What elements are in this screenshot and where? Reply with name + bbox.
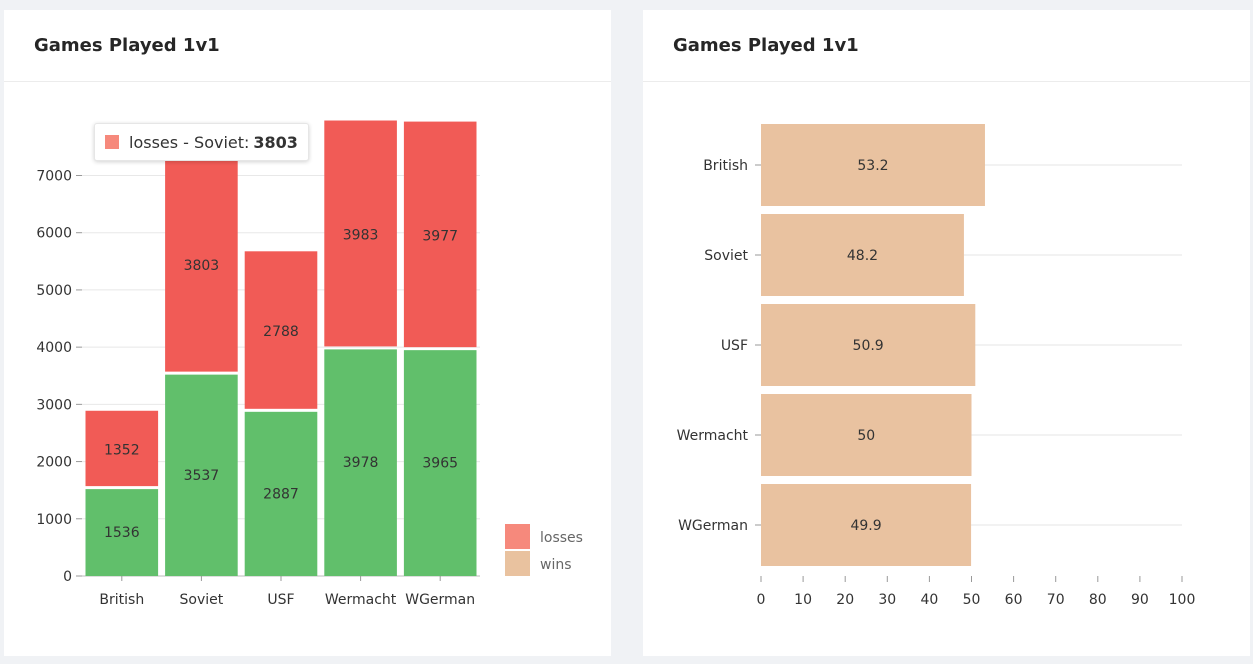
- stacked-bar-chart: 0 1000 2000 3000 4000 5000 6000 7000 1536 1352 Bri…: [36, 120, 583, 608]
- chart-tooltip: losses - Soviet: 3803: [94, 123, 309, 161]
- x-tick-label: British: [99, 592, 144, 608]
- bar-wins-wgerman: [403, 350, 477, 576]
- x-tick-label: 70: [1047, 592, 1065, 608]
- bar-losses-wgerman: [403, 121, 477, 348]
- bar-value-wins: 3965: [422, 456, 458, 472]
- bar-value-wins: 2887: [263, 486, 299, 502]
- x-tick-label: 0: [757, 592, 766, 608]
- horizontal-bar-chart: 53.2 British 48.2 Soviet 50.9 USF 50 Wermacht 49…: [677, 124, 1196, 608]
- bar-value-wins: 1536: [104, 525, 140, 541]
- legend-swatch-wins: [505, 551, 530, 576]
- bar-value-losses: 3983: [343, 227, 379, 243]
- bar-value-label: 50.9: [853, 338, 884, 354]
- x-tick-label: 40: [920, 592, 938, 608]
- right-card-title: Games Played 1v1: [673, 35, 859, 56]
- left-card-title: Games Played 1v1: [34, 35, 220, 56]
- x-tick-label: 20: [836, 592, 854, 608]
- x-tick-label: 80: [1089, 592, 1107, 608]
- bar-value-wins: 3537: [184, 468, 220, 484]
- x-tick-label: 50: [963, 592, 981, 608]
- bar-value-losses: 1352: [104, 442, 140, 458]
- y-tick-label: 7000: [36, 168, 72, 184]
- x-tick-label: 30: [878, 592, 896, 608]
- x-tick-label: WGerman: [405, 592, 475, 608]
- y-tick-label: British: [703, 158, 748, 174]
- bar-value-losses: 3977: [422, 228, 458, 244]
- x-tick-label: 90: [1131, 592, 1149, 608]
- bar-wermacht: [761, 394, 972, 476]
- tooltip-label: losses - Soviet:: [129, 132, 250, 152]
- x-tick-label: Wermacht: [325, 592, 397, 608]
- x-tick-label: USF: [267, 592, 294, 608]
- bar-value-wins: 3978: [343, 455, 379, 471]
- bar-value-losses: 3803: [184, 258, 220, 274]
- bar-wins-usf: [244, 411, 318, 576]
- bar-value-label: 53.2: [857, 158, 888, 174]
- y-tick-label: WGerman: [678, 518, 748, 534]
- y-tick-label: 5000: [36, 283, 72, 299]
- legend-label-wins: wins: [540, 557, 572, 573]
- x-tick-label: 60: [1005, 592, 1023, 608]
- y-tick-label: 6000: [36, 226, 72, 242]
- bar-value-label: 48.2: [847, 248, 878, 264]
- bar-value-losses: 2788: [263, 324, 299, 340]
- bar-value-label: 49.9: [850, 518, 881, 534]
- bar-losses-soviet: [165, 156, 238, 372]
- x-tick-label: 10: [794, 592, 812, 608]
- bar-losses-british: [85, 410, 159, 487]
- y-tick-label: Soviet: [704, 248, 748, 264]
- left-chart-card: Games Played 1v1 0 1000 2000 3000 4000 5000 60…: [4, 10, 611, 656]
- bar-losses-wermacht: [324, 120, 397, 347]
- bar-wgerman: [761, 484, 972, 566]
- legend-label-losses: losses: [540, 530, 583, 546]
- bar-value-label: 50: [857, 428, 875, 444]
- x-tick-label: 100: [1169, 592, 1196, 608]
- y-tick-label: 2000: [36, 455, 72, 471]
- y-tick-label: 4000: [36, 340, 72, 356]
- y-tick-label: Wermacht: [677, 428, 749, 444]
- right-chart-card: Games Played 1v1 53.2 British 48.2 Soviet 50…: [643, 10, 1250, 656]
- tooltip-swatch: [105, 135, 119, 149]
- bar-wins-wermacht: [324, 349, 397, 576]
- y-tick-label: 0: [63, 569, 72, 585]
- x-tick-label: Soviet: [180, 592, 224, 608]
- left-card-header: Games Played 1v1: [4, 10, 611, 82]
- tooltip-value: 3803: [253, 132, 298, 152]
- y-tick-label: 3000: [36, 397, 72, 413]
- bar-british: [761, 124, 985, 206]
- legend-swatch-losses: [505, 524, 530, 549]
- bar-losses-usf: [244, 251, 318, 409]
- y-tick-label: USF: [721, 338, 748, 354]
- bar-wins-british: [85, 489, 159, 576]
- bar-wins-soviet: [165, 374, 238, 576]
- right-card-header: Games Played 1v1: [643, 10, 1250, 82]
- y-tick-label: 1000: [36, 512, 72, 528]
- bar-usf: [761, 304, 976, 386]
- bar-soviet: [761, 214, 964, 296]
